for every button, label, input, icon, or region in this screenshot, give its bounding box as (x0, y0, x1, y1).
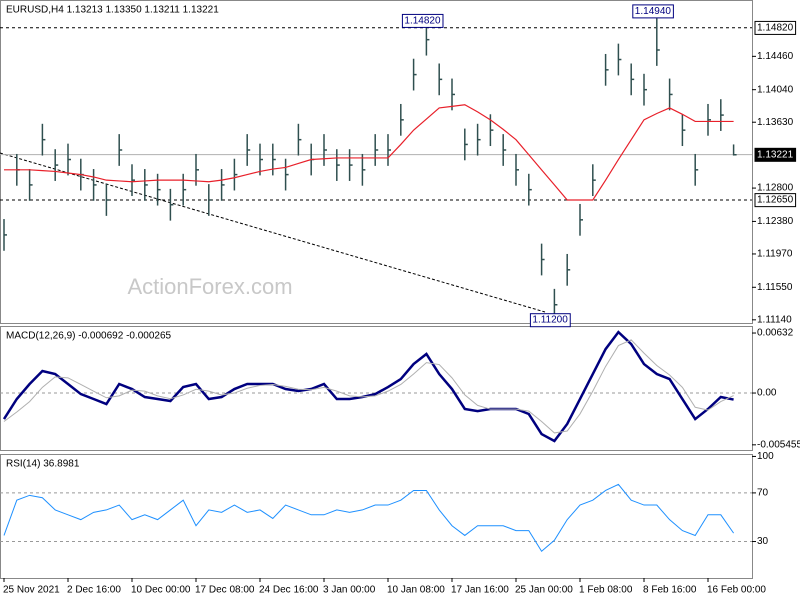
y-tick-label: 1.11970 (757, 249, 793, 260)
label-box (632, 4, 674, 19)
indicator-line (2, 330, 734, 443)
y-tick-label: 1.14040 (757, 84, 794, 95)
macd-panel (0, 326, 753, 451)
label-box (529, 313, 571, 328)
rsi-panel (0, 454, 753, 579)
price-panel (0, 0, 753, 324)
watermark: ActionForex.com (127, 274, 292, 299)
signal-line (3, 339, 734, 434)
x-tick-label: 2 Dec 16:00 (67, 585, 121, 596)
x-tick-label: 10 Jan 08:00 (387, 585, 445, 596)
level-label: 1.14820 (757, 22, 794, 33)
y-tick-label: 1.11140 (757, 314, 792, 325)
y-tick-label: 1.13630 (757, 117, 794, 128)
x-tick-label: 17 Jan 16:00 (451, 585, 509, 596)
x-tick-label: 25 Nov 2021 (3, 585, 60, 596)
annotation-label: 1.14820 (404, 15, 441, 26)
y-tick-label: 30 (757, 536, 769, 547)
moving-average (4, 104, 734, 201)
level-label: 1.12650 (757, 195, 794, 206)
indicator-line (3, 483, 735, 553)
panel-title: MACD(12,26,9) -0.000692 -0.000265 (6, 331, 172, 342)
panel-title: EURUSD,H4 1.13213 1.13350 1.13211 1.1322… (6, 5, 219, 16)
x-tick-label: 3 Jan 00:00 (323, 585, 376, 596)
x-tick-label: 17 Dec 08:00 (195, 585, 255, 596)
y-tick-label: 70 (757, 488, 769, 499)
x-tick-label: 1 Feb 08:00 (579, 585, 633, 596)
y-tick-label: 0.00632 (757, 328, 794, 339)
x-tick-label: 25 Jan 00:00 (515, 585, 573, 596)
last-price-label: 1.13221 (757, 149, 794, 160)
annotation-label: 1.11200 (532, 315, 568, 326)
y-tick-label: 1.12800 (757, 183, 794, 194)
label-box (754, 193, 797, 208)
panel-title: RSI(14) 36.8981 (6, 459, 80, 470)
x-tick-label: 10 Dec 00:00 (131, 585, 191, 596)
y-tick-label: 1.11550 (757, 282, 793, 293)
x-tick-label: 16 Feb 00:00 (707, 585, 766, 596)
y-tick-label: -0.005455 (757, 439, 800, 450)
y-tick-label: 1.12380 (757, 216, 794, 227)
y-tick-label: 1.14460 (757, 51, 794, 62)
annotation-label: 1.14940 (635, 6, 672, 17)
label-box (754, 147, 797, 162)
y-tick-label: 100 (757, 451, 774, 462)
label-box (754, 20, 797, 35)
x-tick-label: 8 Feb 16:00 (643, 585, 697, 596)
label-box (401, 13, 444, 28)
y-tick-label: 0.00 (757, 388, 777, 399)
x-tick-label: 24 Dec 16:00 (259, 585, 319, 596)
